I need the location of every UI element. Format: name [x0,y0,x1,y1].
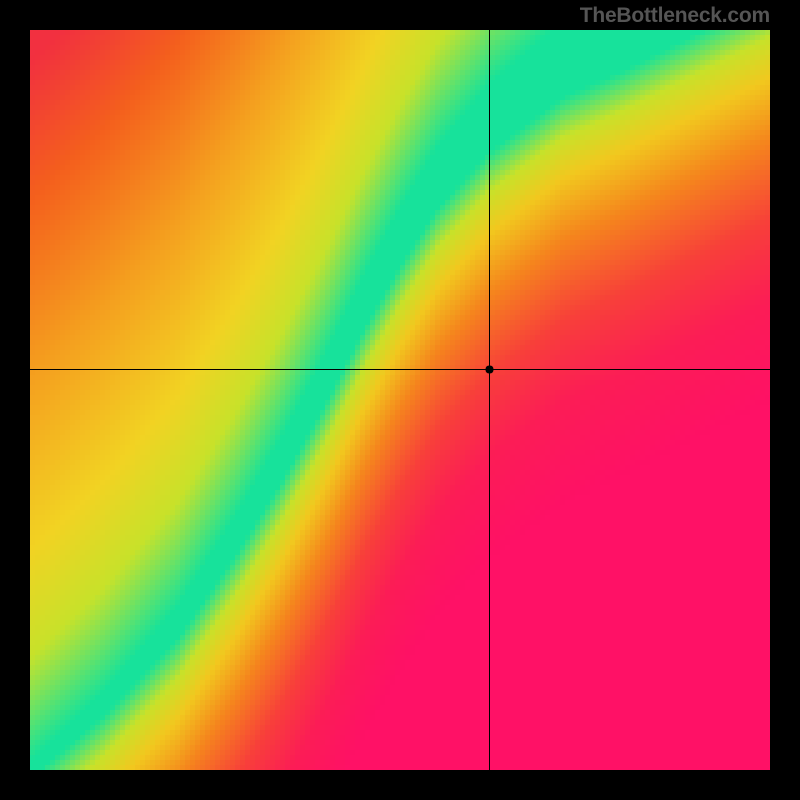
chart-container: TheBottleneck.com [0,0,800,800]
plot-area [30,30,770,770]
watermark-text: TheBottleneck.com [580,4,770,28]
heatmap-canvas [30,30,770,770]
